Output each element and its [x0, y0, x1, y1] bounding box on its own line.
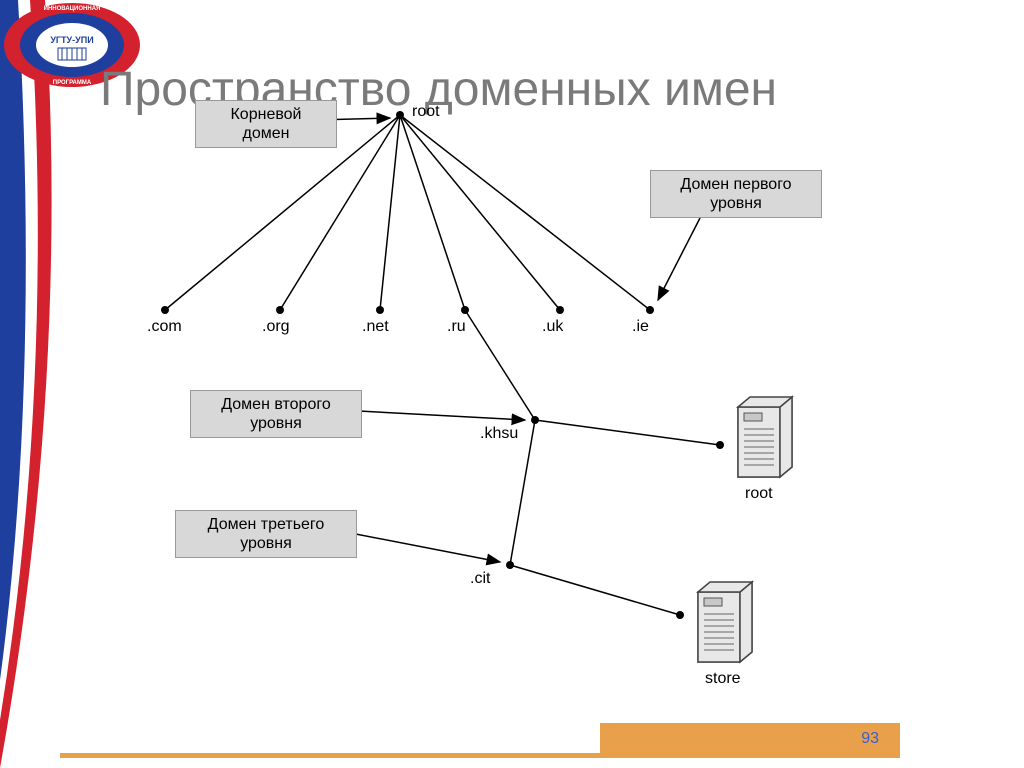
node-cit [506, 561, 514, 569]
node-net [376, 306, 384, 314]
node-khsu [531, 416, 539, 424]
node-label-khsu: .khsu [480, 425, 518, 443]
node-ru [461, 306, 469, 314]
node-ie [646, 306, 654, 314]
svg-text:УГТУ-УПИ: УГТУ-УПИ [50, 35, 93, 45]
svg-text:ПРОГРАММА: ПРОГРАММА [53, 80, 92, 86]
bottom-accent [600, 723, 900, 758]
server-store-label: store [705, 670, 741, 688]
box-tld3-label: Домен третьегоуровня [175, 510, 357, 558]
box-tld-label: Домен первогоуровня [650, 170, 822, 218]
svg-text:ИННОВАЦИОННАЯ: ИННОВАЦИОННАЯ [44, 6, 101, 12]
server-root-icon [730, 395, 800, 485]
node-label-ru: .ru [447, 318, 466, 336]
node-label-cit: .cit [470, 570, 490, 588]
node-server-store-dot [676, 611, 684, 619]
box-root-label: Корневойдомен [195, 100, 337, 148]
node-org [276, 306, 284, 314]
slide: ИННОВАЦИОННАЯ ПРОГРАММА УГТУ-УПИ Простра… [0, 0, 1024, 768]
page-number: 93 [861, 730, 879, 748]
bottom-accent-thin [60, 753, 600, 758]
node-label-com: .com [147, 318, 182, 336]
node-uk [556, 306, 564, 314]
node-com [161, 306, 169, 314]
node-label-uk: .uk [542, 318, 563, 336]
left-curve-decor [0, 0, 60, 768]
box-sld-label: Домен второгоуровня [190, 390, 362, 438]
server-store-icon [690, 580, 760, 670]
node-server-root-dot [716, 441, 724, 449]
node-root [396, 111, 404, 119]
node-label-root: root [412, 103, 440, 121]
node-label-ie: .ie [632, 318, 649, 336]
node-label-net: .net [362, 318, 389, 336]
server-root-label: root [745, 485, 773, 503]
node-label-org: .org [262, 318, 290, 336]
